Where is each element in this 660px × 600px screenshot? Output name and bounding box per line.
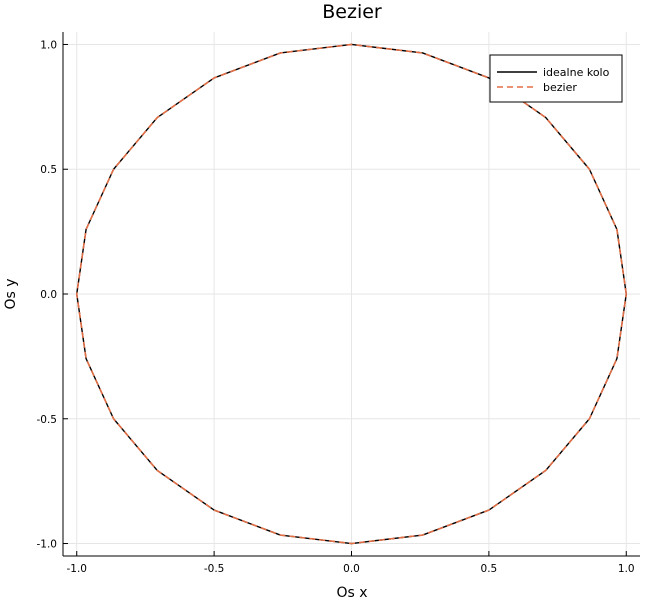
x-tick-label: -0.5	[204, 563, 225, 575]
x-axis-label: Os x	[336, 585, 367, 600]
legend-label-idealne-kolo: idealne kolo	[543, 66, 610, 79]
y-tick-label: -0.5	[37, 414, 58, 426]
legend-label-bezier: bezier	[543, 81, 577, 94]
chart-title: Bezier	[322, 1, 382, 23]
y-tick-label: -1.0	[37, 539, 58, 551]
y-axis-label: Os y	[3, 278, 19, 309]
y-tick-label: 0.5	[40, 164, 57, 176]
series-line-bezier	[75, 43, 628, 545]
tick-labels: -1.0 -0.5 0.0 0.5 1.0 -1.0 -0.5 0.0 0.5 1.0	[37, 39, 635, 575]
x-tick-label: 1.0	[618, 563, 635, 575]
grid	[63, 32, 640, 556]
x-tick-label: -1.0	[66, 563, 87, 575]
y-tick-label: 0.0	[40, 289, 57, 301]
legend: idealne kolo bezier	[489, 54, 623, 103]
legend-box	[489, 54, 623, 103]
axes	[62, 32, 640, 557]
plot-area	[75, 43, 628, 545]
y-tick-label: 1.0	[40, 39, 57, 51]
x-tick-label: 0.5	[481, 563, 498, 575]
x-tick-label: 0.0	[343, 563, 360, 575]
